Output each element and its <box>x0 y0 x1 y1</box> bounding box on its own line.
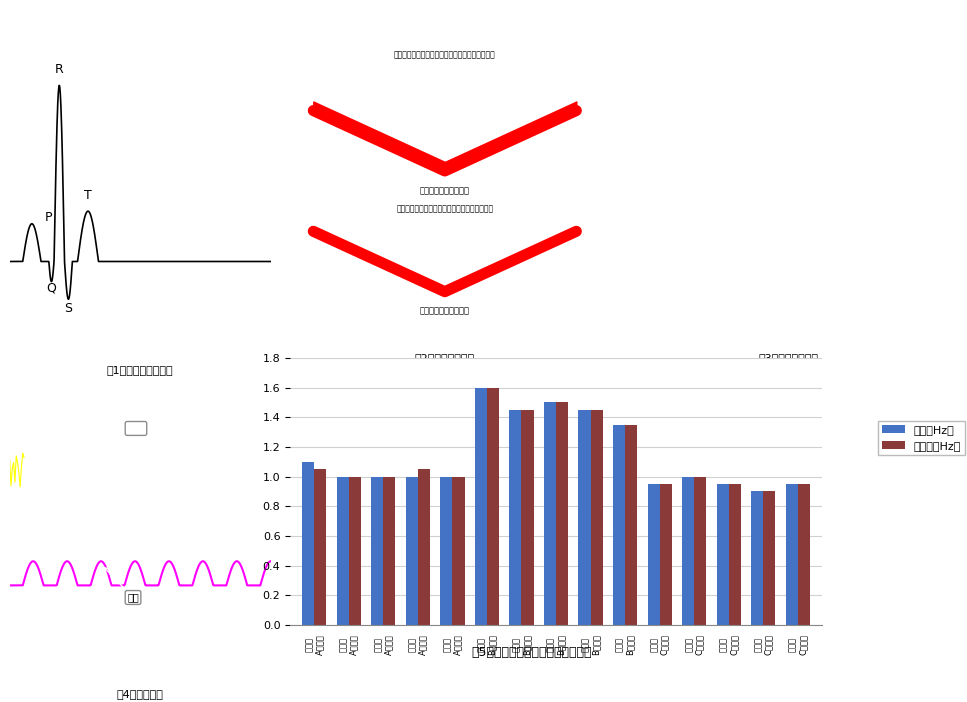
Bar <box>383 477 396 625</box>
Bar <box>659 484 672 625</box>
Bar <box>798 484 810 625</box>
Text: P: P <box>45 211 52 224</box>
Bar <box>314 469 326 625</box>
Text: 血管が膨張した場合：ヘモグロビンの量が多い: 血管が膨張した場合：ヘモグロビンの量が多い <box>396 204 493 213</box>
Bar <box>786 484 798 625</box>
Bar <box>349 477 361 625</box>
Bar <box>406 477 418 625</box>
Title: 図1　一般的な心電図: 図1 一般的な心電図 <box>107 365 173 375</box>
Bar <box>613 425 625 625</box>
Bar <box>475 388 487 625</box>
Bar <box>578 410 591 625</box>
Bar <box>302 462 314 625</box>
Bar <box>591 410 602 625</box>
Title: 図2　脈波測定原理: 図2 脈波測定原理 <box>415 353 475 363</box>
Bar <box>510 410 521 625</box>
Bar <box>487 388 499 625</box>
Bar <box>371 477 383 625</box>
Text: S: S <box>65 302 73 314</box>
Bar <box>729 484 741 625</box>
Title: 図4　実験結果: 図4 実験結果 <box>117 689 163 698</box>
Legend: 脈波（Hz）, 心電図（Hz）: 脈波（Hz）, 心電図（Hz） <box>878 420 965 456</box>
Text: T: T <box>84 189 92 201</box>
Bar <box>694 477 706 625</box>
Bar <box>682 477 694 625</box>
Title: 図3　実験システム: 図3 実験システム <box>758 353 818 363</box>
Bar <box>337 477 349 625</box>
Text: 脈波: 脈波 <box>104 567 139 602</box>
Text: 心電図: 心電図 <box>103 423 145 465</box>
Text: Q: Q <box>46 282 56 295</box>
Bar <box>418 469 430 625</box>
Bar <box>440 477 453 625</box>
Text: 血管が収縮した場合：ヘモグロビンの量が少ない: 血管が収縮した場合：ヘモグロビンの量が少ない <box>394 50 496 59</box>
Bar <box>625 425 637 625</box>
Bar <box>521 410 534 625</box>
Bar <box>453 477 464 625</box>
Bar <box>751 491 763 625</box>
Bar <box>556 402 569 625</box>
Text: 赤外線の反射が小さい: 赤外線の反射が小さい <box>420 307 470 316</box>
Bar <box>717 484 729 625</box>
Text: LeCroy: LeCroy <box>23 374 46 380</box>
Bar <box>763 491 776 625</box>
Bar <box>544 402 556 625</box>
Bar <box>648 484 659 625</box>
Text: R: R <box>55 63 64 76</box>
Text: 赤外線の反射が大きい: 赤外線の反射が大きい <box>420 186 470 195</box>
Text: 図5　繰り返し実験（被験者３名）: 図5 繰り返し実験（被験者３名） <box>472 647 592 659</box>
